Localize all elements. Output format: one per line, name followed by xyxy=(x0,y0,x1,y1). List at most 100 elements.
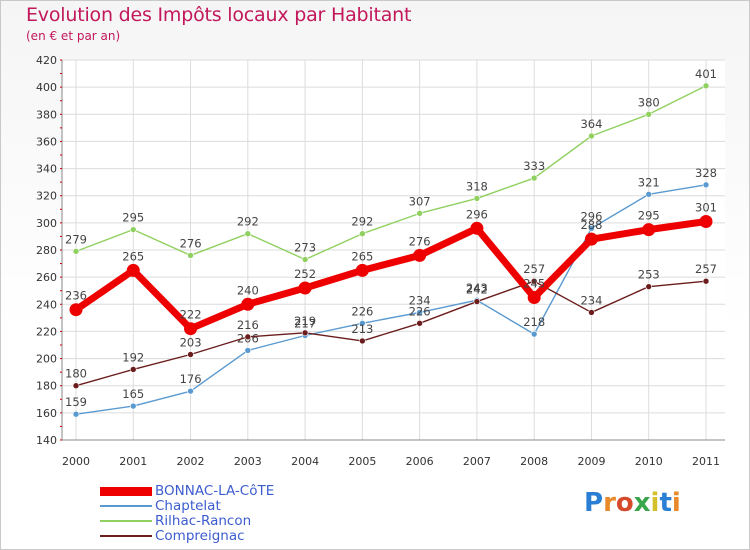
data-point-bonnac-la-c-te xyxy=(584,232,598,246)
data-label-compreignac: 226 xyxy=(409,304,431,318)
data-label-bonnac-la-c-te: 240 xyxy=(237,283,259,297)
x-tick-label: 2005 xyxy=(348,455,376,468)
y-tick-label: 140 xyxy=(36,434,57,447)
data-label-chaptelat: 328 xyxy=(695,166,717,180)
data-point-compreignac xyxy=(187,351,194,358)
data-point-bonnac-la-c-te xyxy=(699,215,713,228)
data-point-compreignac xyxy=(588,309,595,316)
series-line-compreignac xyxy=(75,280,707,387)
data-label-compreignac: 234 xyxy=(580,293,602,307)
legend-label-bonnac: BONNAC-LA-CôTE xyxy=(155,483,275,499)
x-tick-label: 2004 xyxy=(291,455,319,468)
data-point-rilhac-rancon xyxy=(702,82,710,90)
y-tick-label: 260 xyxy=(36,271,57,284)
data-point-rilhac-rancon xyxy=(530,174,538,182)
data-label-bonnac-la-c-te: 288 xyxy=(580,218,602,232)
data-label-rilhac-rancon: 307 xyxy=(409,194,431,208)
data-point-chaptelat xyxy=(702,181,710,189)
chart-title: Evolution des Impôts locaux par Habitant xyxy=(26,4,412,26)
data-label-rilhac-rancon: 273 xyxy=(294,241,316,255)
data-label-chaptelat: 243 xyxy=(466,281,488,295)
data-point-rilhac-rancon xyxy=(473,195,481,202)
data-label-compreignac: 192 xyxy=(122,350,144,364)
data-point-chaptelat xyxy=(530,330,538,338)
y-tick-label: 320 xyxy=(36,190,57,203)
data-label-bonnac-la-c-te: 265 xyxy=(122,249,144,263)
data-label-compreignac: 213 xyxy=(351,322,373,336)
data-label-rilhac-rancon: 380 xyxy=(638,95,660,109)
chart-subtitle: (en € et par an) xyxy=(26,29,121,43)
legend-swatch-rilhac xyxy=(100,520,152,522)
data-point-rilhac-rancon xyxy=(129,226,137,233)
data-label-rilhac-rancon: 364 xyxy=(580,117,602,131)
y-tick-label: 420 xyxy=(36,54,57,67)
y-tick-label: 380 xyxy=(36,108,57,121)
data-label-rilhac-rancon: 279 xyxy=(65,232,87,246)
y-tick-label: 180 xyxy=(36,380,57,393)
data-label-chaptelat: 165 xyxy=(122,387,144,401)
y-tick-label: 300 xyxy=(36,217,57,230)
data-label-chaptelat: 159 xyxy=(65,395,87,409)
x-tick-label: 2000 xyxy=(62,455,90,468)
proxiti-logo: Proxiti xyxy=(584,488,681,518)
data-label-bonnac-la-c-te: 276 xyxy=(409,234,431,248)
data-point-bonnac-la-c-te xyxy=(184,322,198,336)
data-point-compreignac xyxy=(702,277,710,285)
data-point-rilhac-rancon xyxy=(416,210,423,217)
data-label-compreignac: 203 xyxy=(180,336,202,350)
data-point-bonnac-la-c-te xyxy=(470,221,484,235)
x-tick-label: 2009 xyxy=(577,455,605,468)
data-point-compreignac xyxy=(416,319,423,327)
data-label-chaptelat: 296 xyxy=(580,209,602,223)
legend-label-compreignac: Compreignac xyxy=(155,528,245,544)
data-label-compreignac: 242 xyxy=(466,283,488,297)
data-label-rilhac-rancon: 318 xyxy=(466,179,488,193)
data-label-bonnac-la-c-te: 301 xyxy=(695,201,717,215)
x-tick-label: 2002 xyxy=(177,455,205,468)
data-label-compreignac: 257 xyxy=(523,262,545,276)
legend-swatch-bonnac xyxy=(100,487,152,496)
legend-swatch-compreignac xyxy=(100,535,152,537)
x-tick-label: 2011 xyxy=(692,455,720,468)
data-label-compreignac: 253 xyxy=(638,268,660,282)
data-label-rilhac-rancon: 292 xyxy=(351,215,373,229)
data-label-bonnac-la-c-te: 265 xyxy=(351,249,373,263)
data-point-bonnac-la-c-te xyxy=(126,263,140,277)
data-point-chaptelat xyxy=(416,309,423,316)
data-point-chaptelat xyxy=(187,387,194,395)
x-tick-label: 2006 xyxy=(406,455,434,468)
data-label-bonnac-la-c-te: 236 xyxy=(65,289,87,303)
data-point-chaptelat xyxy=(129,402,137,410)
data-label-bonnac-la-c-te: 222 xyxy=(180,308,202,322)
data-label-chaptelat: 218 xyxy=(523,315,545,329)
data-point-bonnac-la-c-te xyxy=(241,297,255,311)
data-point-chaptelat xyxy=(645,191,653,198)
data-point-rilhac-rancon xyxy=(72,248,80,255)
data-label-rilhac-rancon: 276 xyxy=(180,236,202,250)
series-line-bonnac-la-c-te xyxy=(72,218,710,333)
data-label-rilhac-rancon: 333 xyxy=(523,159,545,173)
data-point-bonnac-la-c-te xyxy=(355,263,369,277)
data-label-compreignac: 180 xyxy=(65,367,87,381)
data-label-chaptelat: 176 xyxy=(180,372,202,386)
y-tick-label: 240 xyxy=(36,298,57,311)
data-point-bonnac-la-c-te xyxy=(69,303,83,317)
series-line-rilhac-rancon xyxy=(75,85,707,261)
data-label-chaptelat: 321 xyxy=(638,175,660,189)
data-label-rilhac-rancon: 295 xyxy=(122,211,144,225)
y-tick-label: 360 xyxy=(36,135,57,148)
data-label-rilhac-rancon: 292 xyxy=(237,215,259,229)
data-point-chaptelat xyxy=(244,347,252,354)
y-tick-label: 280 xyxy=(36,244,57,257)
data-point-rilhac-rancon xyxy=(645,110,653,118)
y-tick-label: 340 xyxy=(36,163,57,176)
legend-swatch-chaptelat xyxy=(100,505,152,507)
data-point-compreignac xyxy=(530,277,538,285)
x-tick-label: 2007 xyxy=(463,455,491,468)
data-point-compreignac xyxy=(244,333,252,341)
data-label-compreignac: 257 xyxy=(695,262,717,276)
data-point-compreignac xyxy=(301,329,309,337)
data-label-rilhac-rancon: 401 xyxy=(695,67,717,81)
data-point-rilhac-rancon xyxy=(301,256,309,263)
